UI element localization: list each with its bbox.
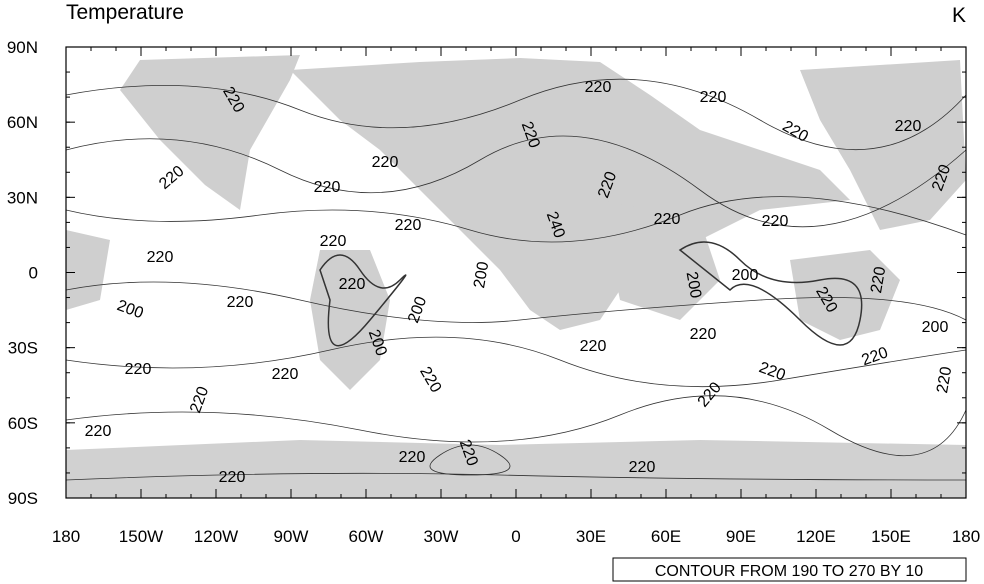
contour-label: 220 — [934, 365, 955, 394]
contour-label: 220 — [125, 361, 152, 378]
contour-lines — [65, 78, 967, 481]
x-tick-label: 90W — [274, 527, 309, 546]
x-tick-label: 60E — [651, 527, 681, 546]
y-tick-label: 90N — [7, 38, 38, 57]
x-tick-label: 0 — [511, 527, 520, 546]
x-tick-label: 90E — [726, 527, 756, 546]
shaded-region — [66, 55, 966, 498]
contour-label: 200 — [922, 319, 949, 336]
contour-label: 220 — [700, 89, 727, 106]
y-tick-label: 0 — [29, 264, 38, 283]
y-tick-label: 30N — [7, 188, 38, 207]
x-tick-label: 120W — [194, 527, 238, 546]
units: K — [952, 4, 966, 27]
x-tick-label: 30E — [576, 527, 606, 546]
contour-label: 220 — [868, 265, 889, 294]
info-text: CONTOUR FROM 190 TO 270 BY 10 — [655, 563, 923, 580]
x-tick-label: 180 — [52, 527, 80, 546]
contour-label: 220 — [580, 338, 607, 355]
contour-label: 220 — [395, 217, 422, 234]
tick-marks — [65, 46, 967, 499]
contour-label: 220 — [654, 211, 681, 228]
x-tick-label: 180 — [952, 527, 980, 546]
contour-label: 200 — [683, 270, 704, 299]
y-tick-label: 30S — [8, 339, 38, 358]
info-box — [612, 557, 967, 582]
contour-label: 220 — [219, 469, 246, 486]
contour-label: 220 — [629, 459, 656, 476]
contour-label: 220 — [85, 423, 112, 440]
x-tick-label: 150W — [119, 527, 163, 546]
contour-label: 220 — [372, 154, 399, 171]
contour-label: 220 — [399, 449, 426, 466]
contour-label: 220 — [320, 233, 347, 250]
x-tick-label: 60W — [349, 527, 384, 546]
contour-label: 220 — [339, 276, 366, 293]
x-tick-label: 120E — [796, 527, 836, 546]
contour-label: 220 — [147, 249, 174, 266]
y-tick-label: 60N — [7, 113, 38, 132]
y-tick-label: 60S — [8, 414, 38, 433]
x-tick-label: 150E — [871, 527, 911, 546]
contour-label: 220 — [227, 294, 254, 311]
contour-label: 200 — [732, 267, 759, 284]
contour-label: 200 — [471, 260, 492, 289]
contour-label: 220 — [314, 179, 341, 196]
title: Temperature — [66, 1, 184, 24]
contour-label: 220 — [272, 366, 299, 383]
y-tick-label: 90S — [8, 489, 38, 508]
x-tick-label: 30W — [424, 527, 459, 546]
contour-label: 220 — [762, 213, 789, 230]
contour-label: 220 — [585, 79, 612, 96]
contour-label: 220 — [690, 326, 717, 343]
contour-label: 220 — [895, 118, 922, 135]
